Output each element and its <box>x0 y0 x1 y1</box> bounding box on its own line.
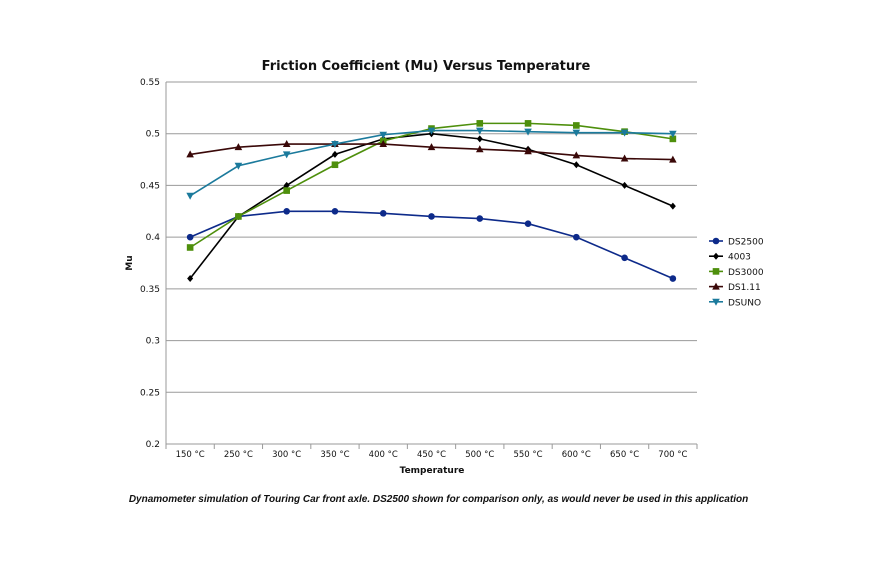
legend-label: DS3000 <box>728 268 764 278</box>
data-point <box>669 275 677 282</box>
data-point <box>187 275 194 283</box>
legend-label: 4003 <box>728 253 751 263</box>
data-point <box>331 150 338 158</box>
x-tick-label: 150 °C <box>176 450 205 460</box>
data-point <box>524 220 532 227</box>
y-tick-label: 0.3 <box>146 337 160 347</box>
x-tick-label: 550 °C <box>513 450 542 460</box>
data-point <box>379 131 388 139</box>
data-point <box>427 127 436 135</box>
x-tick-label: 600 °C <box>562 450 591 460</box>
data-point <box>428 213 435 220</box>
x-tick-label: 250 °C <box>224 450 253 460</box>
series-ds111 <box>186 140 677 163</box>
data-point <box>186 244 194 251</box>
x-tick-label: 400 °C <box>369 450 398 460</box>
data-point <box>524 120 532 127</box>
y-tick-label: 0.5 <box>146 130 160 140</box>
data-point <box>573 161 580 169</box>
x-axis-label: Temperature <box>400 466 465 476</box>
data-point <box>669 130 677 138</box>
data-point <box>524 128 532 136</box>
data-point <box>573 122 580 129</box>
y-axis-label: Mu <box>125 255 135 270</box>
chart-caption: Dynamometer simulation of Touring Car fr… <box>128 494 749 505</box>
series-line <box>189 210 674 280</box>
data-point <box>620 129 629 137</box>
legend-item: DS2500 <box>709 238 764 248</box>
data-point <box>186 150 194 158</box>
y-tick-label: 0.45 <box>140 181 160 191</box>
data-point <box>621 254 628 262</box>
y-tick-label: 0.4 <box>146 233 161 243</box>
data-point <box>572 129 581 137</box>
legend-marker <box>712 298 720 306</box>
data-point <box>620 154 629 162</box>
data-point <box>621 181 628 189</box>
y-tick-label: 0.55 <box>140 78 160 88</box>
data-point <box>475 145 484 153</box>
legend-item: DS3000 <box>709 268 764 278</box>
data-point <box>186 233 194 241</box>
data-point <box>476 135 483 143</box>
data-point <box>283 187 290 194</box>
x-tick-label: 350 °C <box>320 450 349 460</box>
data-point <box>331 141 339 149</box>
legend-label: DSUNO <box>728 298 761 308</box>
y-tick-label: 0.25 <box>140 388 160 398</box>
data-point <box>427 143 436 151</box>
x-tick-label: 500 °C <box>465 450 494 460</box>
data-point <box>379 140 388 148</box>
legend-label: DS1.11 <box>728 283 761 293</box>
data-point <box>475 127 484 135</box>
x-tick-label: 450 °C <box>417 450 446 460</box>
data-point <box>331 161 339 169</box>
legend-marker <box>713 252 719 260</box>
data-point <box>234 143 243 151</box>
series-dsuno <box>186 127 677 200</box>
legend-item: DS1.11 <box>709 282 761 293</box>
data-point <box>476 215 484 222</box>
y-tick-label: 0.35 <box>140 285 160 295</box>
legend-marker <box>712 268 720 275</box>
data-point <box>379 210 387 217</box>
legend-item: DSUNO <box>709 298 761 308</box>
data-point <box>524 147 532 155</box>
data-point <box>282 140 291 148</box>
x-tick-label: 300 °C <box>272 450 301 460</box>
data-point <box>572 151 581 159</box>
data-point <box>283 181 290 189</box>
series-4003 <box>187 130 676 283</box>
data-point <box>283 207 290 215</box>
x-tick-label: 700 °C <box>658 450 687 460</box>
chart-title: Friction Coefficient (Mu) Versus Tempera… <box>262 59 591 74</box>
legend-item: 4003 <box>709 252 751 263</box>
data-point <box>669 202 676 210</box>
data-point <box>331 207 339 215</box>
data-point <box>669 155 677 163</box>
data-point <box>186 192 194 200</box>
legend-marker <box>712 237 720 245</box>
data-point <box>282 151 291 159</box>
series-line <box>189 132 674 280</box>
data-point <box>476 120 484 127</box>
y-tick-label: 0.2 <box>146 440 160 450</box>
x-tick-label: 650 °C <box>610 450 639 460</box>
data-point <box>669 135 677 143</box>
series-ds2500 <box>186 207 677 282</box>
legend-marker <box>712 282 720 290</box>
data-point <box>573 233 580 241</box>
data-point <box>235 213 242 220</box>
data-point <box>234 162 243 170</box>
series-line <box>189 129 673 197</box>
legend-label: DS2500 <box>728 238 764 248</box>
